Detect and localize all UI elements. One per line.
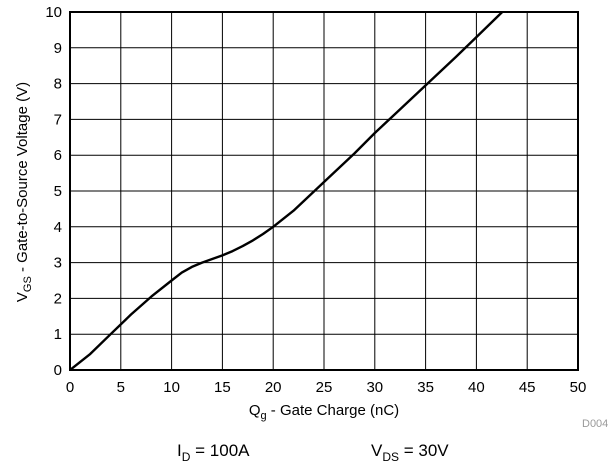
x-tick-label: 25: [316, 379, 333, 396]
grid: [70, 12, 578, 370]
y-tick-label: 10: [45, 4, 62, 21]
x-tick-label: 45: [519, 379, 536, 396]
y-tick-label: 4: [54, 219, 62, 236]
x-tick-label: 10: [163, 379, 180, 396]
x-tick-label: 50: [570, 379, 587, 396]
x-tick-label: 0: [66, 379, 74, 396]
x-axis-title: Qg - Gate Charge (nC): [249, 402, 399, 422]
y-tick-label: 2: [54, 290, 62, 307]
x-tick-label: 20: [265, 379, 282, 396]
y-tick-label: 9: [54, 40, 62, 57]
x-tick-label: 35: [417, 379, 434, 396]
y-tick-labels: 0 1 2 3 4 5 6 7 8 9 10: [45, 4, 62, 379]
x-tick-label: 15: [214, 379, 231, 396]
condition-drain-current: ID = 100A: [177, 441, 250, 464]
x-tick-labels: 0 5 10 15 20 25 30 35 40 45 50: [66, 379, 587, 396]
figure-code: D004: [582, 418, 608, 430]
y-tick-label: 1: [54, 326, 62, 343]
y-tick-label: 7: [54, 111, 62, 128]
y-tick-label: 0: [54, 362, 62, 379]
y-tick-label: 6: [54, 147, 62, 164]
plot-frame: [69, 11, 579, 371]
y-tick-label: 3: [54, 255, 62, 272]
y-axis-title: VGS - Gate-to-Source Voltage (V): [14, 82, 34, 302]
x-tick-label: 5: [117, 379, 125, 396]
x-tick-label: 30: [366, 379, 383, 396]
x-tick-label: 40: [468, 379, 485, 396]
y-tick-label: 8: [54, 76, 62, 93]
series-line-vgs-vs-qg: [70, 12, 504, 370]
condition-drain-source-voltage: VDS = 30V: [371, 441, 449, 464]
y-tick-label: 5: [54, 183, 62, 200]
